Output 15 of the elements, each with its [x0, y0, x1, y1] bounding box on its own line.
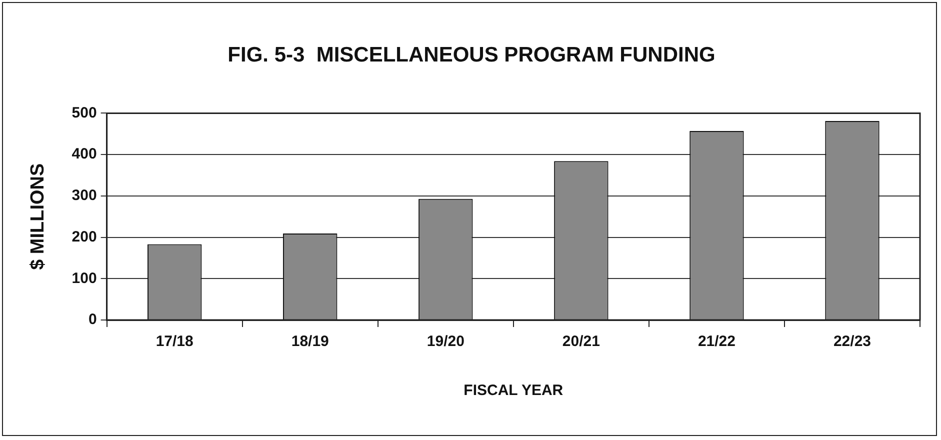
y-tick-label: 400	[72, 146, 97, 163]
y-tick-label: 0	[88, 311, 97, 328]
y-tick-label: 200	[72, 228, 97, 246]
x-tick-label: 19/20	[426, 333, 464, 350]
x-tick-label: 20/21	[562, 333, 600, 350]
x-axis-title: FISCAL YEAR	[464, 382, 564, 400]
x-tick-label: 22/23	[833, 333, 872, 350]
y-tick-label: 500	[72, 104, 97, 122]
x-tick-label: 18/19	[291, 333, 329, 350]
y-axis-title: $ MILLIONS	[28, 163, 49, 270]
y-tick-label: 100	[72, 270, 97, 287]
x-tick-label: 17/18	[156, 333, 194, 350]
x-tick-label: 21/22	[698, 333, 736, 350]
chart-title: FIG. 5-3 MISCELLANEOUS PROGRAM FUNDING	[228, 43, 716, 66]
y-tick-label: 300	[72, 187, 97, 204]
